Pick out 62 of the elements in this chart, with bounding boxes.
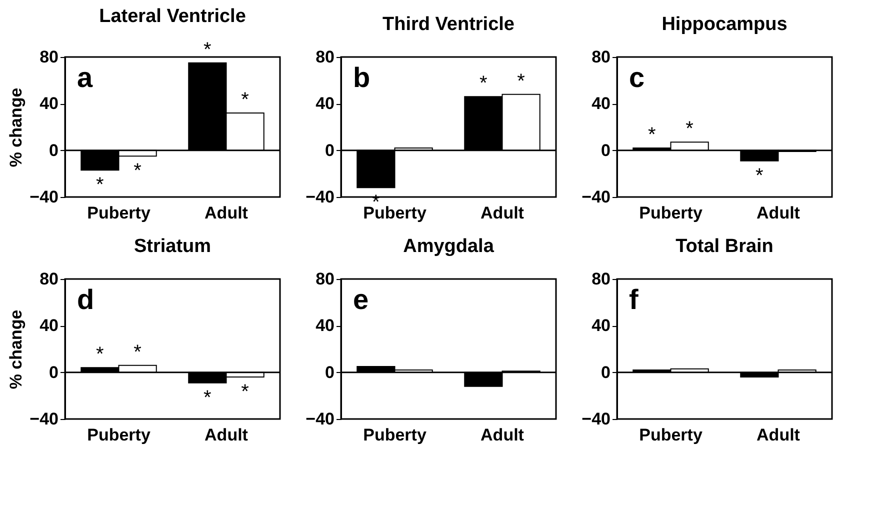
x-tick-label: Adult <box>204 426 248 444</box>
annotation: a <box>77 62 93 93</box>
annotation: * <box>134 341 142 364</box>
x-tick-label: Adult <box>204 204 248 222</box>
chart-title: Total Brain <box>676 236 774 257</box>
chart-title: Striatum <box>134 236 212 257</box>
x-tick-label: Adult <box>480 204 524 222</box>
annotation: * <box>756 164 764 187</box>
y-tick-label: 80 <box>40 48 58 66</box>
y-tick-label: 80 <box>40 270 58 288</box>
y-tick-label: 40 <box>40 94 58 114</box>
annotation: f <box>629 284 639 315</box>
x-tick-label: Adult <box>480 426 524 444</box>
annotation: * <box>204 386 212 409</box>
y-tick-label: −40 <box>306 410 334 428</box>
y-tick-label: 0 <box>325 140 334 160</box>
y-tick-label: −40 <box>30 410 58 428</box>
y-tick-label: 0 <box>601 140 610 160</box>
x-tick-label: Puberty <box>639 204 703 222</box>
annotation: * <box>517 70 526 92</box>
x-tick-label: Puberty <box>363 426 427 444</box>
y-axis-title: % change <box>6 310 26 390</box>
annotation: * <box>648 124 656 146</box>
annotation: e <box>353 284 369 315</box>
y-tick-label: 0 <box>325 362 334 382</box>
y-tick-label: 80 <box>316 270 334 288</box>
x-tick-label: Adult <box>756 426 800 444</box>
annotation: * <box>241 381 250 403</box>
annotation: * <box>96 174 104 196</box>
chart-title: Third Ventricle <box>382 14 514 35</box>
annotation: * <box>241 89 250 111</box>
annotation: b <box>353 62 370 93</box>
y-tick-label: 0 <box>49 140 58 160</box>
y-tick-label: −40 <box>30 188 58 206</box>
y-tick-label: 0 <box>49 362 58 382</box>
y-tick-label: −40 <box>582 188 610 206</box>
y-tick-label: −40 <box>306 188 334 206</box>
annotation: d <box>77 284 94 315</box>
y-axis-title: % change <box>6 88 26 168</box>
x-tick-label: Puberty <box>87 204 151 222</box>
y-tick-label: 0 <box>601 362 610 382</box>
chart-title: Hippocampus <box>662 14 788 35</box>
y-tick-label: 40 <box>316 316 334 336</box>
chart-title: Amygdala <box>403 236 494 257</box>
y-tick-label: 80 <box>592 270 610 288</box>
y-tick-label: 40 <box>316 94 334 114</box>
annotation: * <box>96 344 104 366</box>
chart-title: Lateral Ventricle <box>99 6 246 27</box>
annotation: * <box>686 118 694 140</box>
y-tick-label: −40 <box>582 410 610 428</box>
y-tick-label: 40 <box>40 316 58 336</box>
annotation: c <box>629 62 645 93</box>
y-tick-label: 80 <box>592 48 610 66</box>
annotation: * <box>480 72 488 95</box>
annotation: * <box>204 38 212 61</box>
annotation: * <box>134 160 142 182</box>
x-tick-label: Puberty <box>639 426 703 444</box>
x-tick-label: Adult <box>756 204 800 222</box>
y-tick-label: 80 <box>316 48 334 66</box>
y-tick-label: 40 <box>592 316 610 336</box>
y-tick-label: 40 <box>592 94 610 114</box>
x-tick-label: Puberty <box>87 426 151 444</box>
